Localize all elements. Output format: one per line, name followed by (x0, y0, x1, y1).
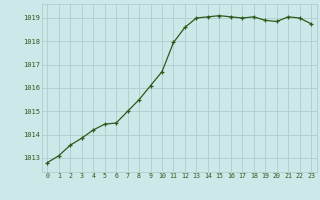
Text: Graphe pression niveau de la mer (hPa): Graphe pression niveau de la mer (hPa) (60, 184, 260, 193)
